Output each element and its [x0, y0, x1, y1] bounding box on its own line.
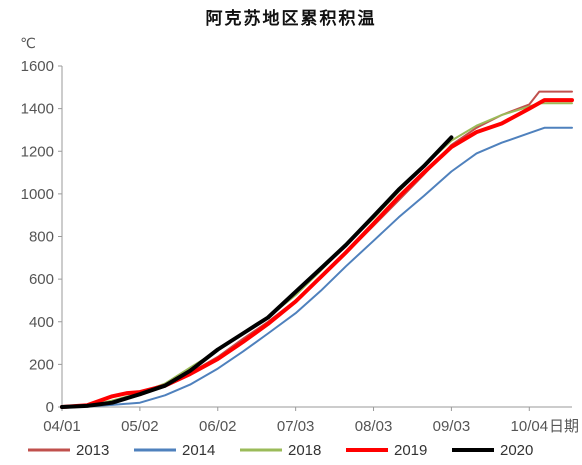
y-tick-label: 1400 [21, 101, 54, 118]
legend-label-2018: 2018 [288, 442, 321, 459]
series-line-2018 [61, 102, 573, 408]
x-tick-label: 07/03 [277, 418, 315, 435]
series-line-2020 [60, 135, 454, 409]
series-line-2019 [60, 98, 574, 409]
chart-title: 阿克苏地区累积积温 [206, 8, 377, 29]
y-tick-label: 200 [29, 356, 54, 373]
y-tick-label: 1200 [21, 143, 54, 160]
legend-label-2014: 2014 [182, 442, 215, 459]
y-tick-label: 800 [29, 229, 54, 246]
legend-label-2020: 2020 [500, 442, 533, 459]
y-tick-label: 1600 [21, 58, 54, 75]
y-tick-label: 600 [29, 271, 54, 288]
legend-label-2013: 2013 [76, 442, 109, 459]
series-line-2013 [61, 90, 573, 408]
x-axis-label: 日期 [549, 418, 579, 435]
x-tick-label: 09/03 [433, 418, 471, 435]
y-axis-unit: ℃ [20, 35, 36, 51]
x-tick-label: 10/04 [511, 418, 549, 435]
x-tick-label: 05/02 [121, 418, 159, 435]
legend-label-2019: 2019 [394, 442, 427, 459]
y-tick-label: 400 [29, 314, 54, 331]
x-tick-label: 04/01 [43, 418, 81, 435]
series-line-2014 [61, 126, 573, 408]
plot-area: 0 200 400 600 800 1000 1200 1400 1600 04/01 05/02 0… [21, 58, 579, 459]
x-tick-label: 06/02 [199, 418, 237, 435]
y-tick-label: 1000 [21, 186, 54, 203]
y-tick-label: 0 [46, 399, 54, 416]
x-tick-label: 08/03 [355, 418, 393, 435]
